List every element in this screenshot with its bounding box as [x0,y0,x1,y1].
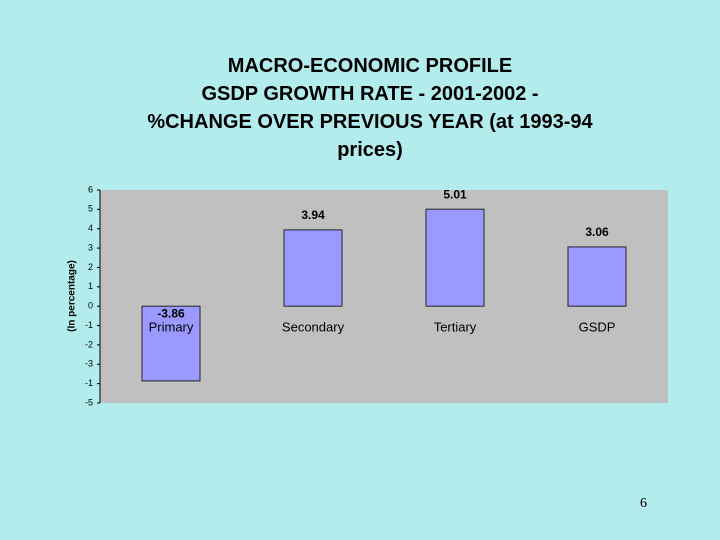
value-label: 3.94 [301,208,325,222]
y-tick-label: -3 [85,359,93,369]
y-tick-label: -1 [85,378,93,388]
y-tick-label: 1 [88,281,93,291]
y-tick-label: 4 [88,223,93,233]
y-tick-label: 6 [88,184,93,194]
x-tick-label: Secondary [282,320,345,335]
x-tick-label: Primary [149,320,194,335]
y-tick-label: -5 [85,397,93,407]
slide-number: 6 [640,496,647,511]
y-axis-label: (In percentage) [67,260,78,332]
y-tick-label: -2 [85,339,93,349]
bar [141,305,201,382]
bar [425,208,485,307]
bar [567,246,627,307]
y-tick-label: 5 [88,204,93,214]
x-tick-label: Tertiary [434,320,477,335]
bar [283,229,343,307]
chart-title: MACRO-ECONOMIC PROFILE GSDP GROWTH RATE … [147,55,593,161]
y-tick-label: 0 [88,301,93,311]
value-label: 3.06 [585,225,609,239]
value-label: -3.86 [157,306,185,320]
y-tick-label: 2 [88,262,93,272]
value-label: 5.01 [443,187,467,201]
y-tick-label: -1 [85,320,93,330]
y-tick-label: 3 [88,242,93,252]
x-tick-label: GSDP [579,320,616,335]
